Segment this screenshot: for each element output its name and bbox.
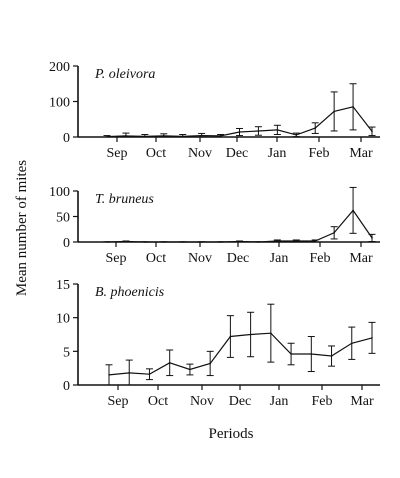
data-point <box>200 134 203 137</box>
y-tick-label: 200 <box>49 60 70 75</box>
data-point <box>371 337 373 339</box>
x-tick-label: Jan <box>268 146 287 161</box>
data-point <box>200 241 203 243</box>
data-point <box>333 232 335 234</box>
data-point <box>295 134 298 136</box>
x-tick-label: Nov <box>188 146 212 161</box>
data-point <box>249 333 252 336</box>
data-point <box>229 335 232 338</box>
data-point <box>350 342 353 345</box>
x-tick-label: Mar <box>349 146 373 161</box>
data-point <box>125 240 127 243</box>
data-point <box>148 373 151 376</box>
x-tick-label: Feb <box>310 251 331 266</box>
data-point <box>108 374 110 376</box>
x-tick-label: Sep <box>107 146 128 161</box>
data-point <box>314 127 317 129</box>
data-point <box>276 129 279 131</box>
x-tick-label: Mar <box>349 251 373 266</box>
data-point <box>128 372 131 374</box>
y-tick-label: 0 <box>63 131 70 146</box>
data-point <box>276 240 279 242</box>
data-point <box>189 368 191 371</box>
data-point <box>162 135 165 137</box>
panel-t-bruneus: 0 50 100 Sep Oct Nov Dec Jan Feb Mar T. bruneus <box>49 185 380 266</box>
data-point <box>144 241 146 243</box>
x-tick-label: Feb <box>309 146 330 161</box>
x-tick-label: Mar <box>350 394 374 409</box>
panel-b-phoenicis: 0 5 10 15 Sep Oct Nov Dec Jan Feb Mar B. phoenicis <box>56 278 380 409</box>
x-tick-label: Oct <box>148 394 168 409</box>
x-tick-label: Nov <box>188 251 212 266</box>
data-point <box>238 131 241 133</box>
x-tick-label: Sep <box>106 251 127 266</box>
y-tick-label: 10 <box>56 312 70 327</box>
data-point <box>106 241 108 243</box>
panel-title: P. oleivora <box>94 67 155 82</box>
panel-p-oleivora: 0 100 200 Sep Oct Nov Dec Jan Feb Mar P. oleivora <box>49 60 380 161</box>
panel-title: T. bruneus <box>95 192 154 207</box>
x-tick-label: Jan <box>270 394 289 409</box>
panel-title: B. phoenicis <box>95 285 165 300</box>
data-point <box>257 241 260 243</box>
data-point <box>352 209 354 212</box>
data-point <box>219 135 222 137</box>
data-point <box>125 135 127 137</box>
y-tick-label: 0 <box>63 236 70 251</box>
series-line <box>108 332 373 376</box>
data-point <box>106 135 108 138</box>
data-point <box>290 353 292 355</box>
x-tick-label: Dec <box>229 394 252 409</box>
data-point <box>314 240 317 242</box>
data-point <box>238 240 241 243</box>
x-tick-label: Oct <box>146 251 166 266</box>
data-point <box>168 361 171 364</box>
data-point <box>352 106 354 108</box>
data-point <box>330 355 333 357</box>
x-tick-label: Feb <box>312 394 333 409</box>
y-tick-label: 15 <box>56 278 70 293</box>
x-tick-label: Sep <box>108 394 129 409</box>
x-tick-label: Nov <box>190 394 214 409</box>
y-axis-label: Mean number of mites <box>14 160 30 296</box>
data-point <box>310 353 313 355</box>
data-point <box>181 135 184 138</box>
x-tick-label: Jan <box>270 251 289 266</box>
y-tick-label: 5 <box>63 345 70 360</box>
data-point <box>295 240 298 242</box>
y-tick-label: 100 <box>49 96 70 111</box>
data-point <box>371 237 373 239</box>
data-point <box>209 362 211 365</box>
data-point <box>371 130 373 133</box>
data-point <box>219 241 222 243</box>
x-axis-label: Periods <box>209 426 254 442</box>
y-tick-label: 100 <box>49 185 70 200</box>
data-point <box>333 110 335 113</box>
x-tick-label: Dec <box>227 251 250 266</box>
y-tick-label: 50 <box>56 211 70 226</box>
data-point <box>257 130 260 132</box>
data-point <box>181 241 184 243</box>
data-point <box>144 135 146 138</box>
y-tick-label: 0 <box>63 379 70 394</box>
x-tick-label: Dec <box>226 146 249 161</box>
x-tick-label: Oct <box>146 146 166 161</box>
data-point <box>270 332 272 334</box>
data-point <box>162 241 165 243</box>
